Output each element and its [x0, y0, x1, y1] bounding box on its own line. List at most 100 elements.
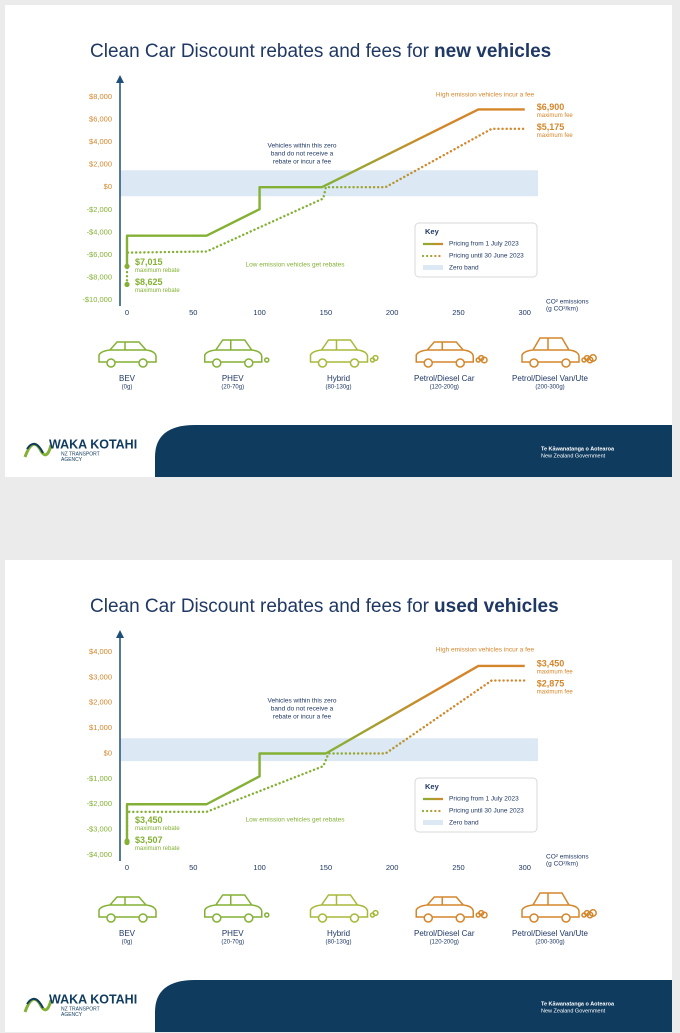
- y-tick-label: $2,000: [89, 698, 112, 707]
- wheel: [244, 358, 254, 368]
- legend-swatch: [423, 820, 443, 825]
- x-axis-label: CO² emissions: [546, 854, 589, 861]
- value-label: $3,507: [135, 835, 163, 845]
- car-body: [415, 896, 474, 918]
- x-tick-label: 0: [125, 863, 129, 872]
- wheel: [455, 358, 465, 368]
- car-body: [521, 337, 580, 363]
- title-text: Clean Car Discount rebates and fees for: [90, 596, 430, 617]
- series-line: [125, 679, 526, 844]
- vehicle-name: Hybrid: [327, 374, 350, 383]
- wheel: [212, 358, 222, 368]
- value-label: $6,900: [537, 102, 565, 112]
- point: [124, 263, 130, 269]
- vehicle-icon: [521, 892, 597, 923]
- value-label: $3,450: [537, 658, 565, 668]
- fee-note: High emission vehicles incur a fee: [436, 647, 535, 654]
- wheel: [561, 913, 571, 923]
- y-tick-label: -$1,000: [87, 774, 112, 783]
- legend-title: Key: [425, 782, 440, 791]
- vehicle-icon: [204, 339, 270, 368]
- x-tick-label: 300: [518, 863, 531, 872]
- y-tick-label: -$3,000: [87, 825, 112, 834]
- x-tick-label: 150: [320, 863, 333, 872]
- legend-label: Pricing until 30 June 2023: [449, 253, 524, 260]
- value-note: maximum rebate: [135, 846, 180, 852]
- vehicle-icon: [309, 339, 379, 368]
- brand-sub: NZ TRANSPORT: [61, 451, 100, 457]
- legend-title: Key: [425, 227, 440, 236]
- slide: Clean Car Discount rebates and fees for n…: [5, 5, 672, 477]
- zero-band: [120, 738, 538, 762]
- x-tick-label: 0: [125, 308, 129, 317]
- x-axis-label: CO² emissions: [546, 299, 589, 306]
- vehicle-icon: [415, 896, 488, 923]
- vehicle-name: Petrol/Diesel Van/Ute: [512, 929, 588, 938]
- legend-label: Pricing until 30 June 2023: [449, 808, 524, 815]
- x-axis-unit: (g CO²/km): [546, 306, 578, 313]
- footer-band: [155, 425, 672, 477]
- x-tick-label: 200: [386, 863, 399, 872]
- value-note: maximum fee: [537, 670, 574, 676]
- vehicle-name: Petrol/Diesel Car: [414, 374, 475, 383]
- zero-note: band do not receive a: [271, 706, 334, 713]
- wheel: [561, 358, 571, 368]
- legend-box: [414, 222, 538, 278]
- vehicle-icon: [204, 894, 270, 923]
- y-tick-label: -$4,000: [87, 227, 112, 236]
- vehicle-range: (20-70g): [221, 940, 244, 946]
- y-tick-label: $6,000: [89, 115, 112, 124]
- vehicle-name: Hybrid: [327, 929, 350, 938]
- series-line: [125, 664, 525, 842]
- brand-sub: AGENCY: [61, 457, 83, 463]
- zero-note: Vehicles within this zero: [267, 698, 336, 705]
- vehicle-range: (20-70g): [221, 385, 244, 391]
- fee-note: High emission vehicles incur a fee: [436, 92, 535, 99]
- value-note: maximum rebate: [135, 268, 180, 274]
- exhaust: [480, 356, 488, 364]
- vehicle-name: PHEV: [222, 374, 244, 383]
- y-axis-arrow: [116, 630, 124, 638]
- value-note: maximum fee: [537, 133, 574, 139]
- vehicle-name: BEV: [119, 374, 136, 383]
- y-tick-label: -$2,000: [87, 799, 112, 808]
- wheel: [317, 358, 328, 368]
- wheel: [423, 913, 433, 923]
- value-note: maximum rebate: [135, 288, 180, 294]
- wheel: [455, 913, 465, 923]
- legend-label: Zero band: [449, 265, 479, 272]
- x-tick-label: 300: [518, 308, 531, 317]
- title: Clean Car Discount rebates and fees for u…: [90, 596, 559, 617]
- x-tick-label: 100: [253, 308, 266, 317]
- x-tick-label: 50: [189, 308, 197, 317]
- value-label: $3,450: [135, 815, 163, 825]
- brand-name: WAKA KOTAHI: [49, 992, 137, 1006]
- exhaust: [264, 912, 270, 918]
- car-body: [98, 341, 157, 363]
- exhaust: [480, 911, 488, 919]
- car-body: [204, 339, 263, 363]
- vehicle-name: Petrol/Diesel Car: [414, 929, 475, 938]
- car-body: [415, 341, 474, 363]
- series-line: [125, 108, 525, 267]
- legend-label: Pricing from 1 July 2023: [449, 796, 519, 803]
- vehicle-range: (200-300g): [535, 940, 564, 946]
- point: [124, 839, 130, 846]
- vehicle-range: (80-130g): [325, 385, 351, 391]
- wheel: [212, 913, 222, 923]
- y-tick-label: $0: [104, 748, 112, 757]
- logo-mark: [26, 442, 44, 454]
- vehicle-icon: [98, 896, 157, 923]
- gov-name-en: New Zealand Government: [541, 1008, 606, 1014]
- car-body: [309, 339, 369, 363]
- value-note: maximum rebate: [135, 826, 180, 832]
- gov-name: Te Kāwanatanga o Aotearoa: [541, 1001, 615, 1007]
- brand-sub: NZ TRANSPORT: [61, 1006, 100, 1012]
- y-tick-label: $4,000: [89, 647, 112, 656]
- value-note: maximum fee: [537, 113, 574, 119]
- wheel: [244, 913, 254, 923]
- rebate-note: Low emission vehicles get rebates: [246, 817, 346, 824]
- value-label: $7,015: [135, 257, 163, 267]
- rebate-note: Low emission vehicles get rebates: [246, 262, 346, 269]
